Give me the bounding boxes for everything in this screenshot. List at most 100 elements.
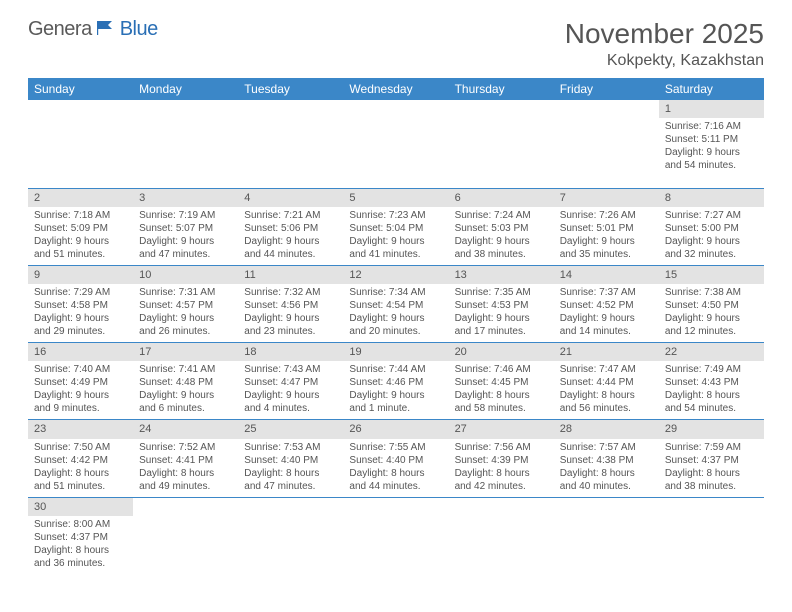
day-content: Sunrise: 7:55 AMSunset: 4:40 PMDaylight:… bbox=[343, 439, 448, 497]
sunrise-text: Sunrise: 7:41 AM bbox=[139, 363, 232, 376]
day-number: 28 bbox=[554, 420, 659, 438]
sunset-text: Sunset: 4:38 PM bbox=[560, 454, 653, 467]
daylight-text: Daylight: 8 hours and 36 minutes. bbox=[34, 544, 127, 570]
sunset-text: Sunset: 4:50 PM bbox=[665, 299, 758, 312]
calendar-day-cell: 16Sunrise: 7:40 AMSunset: 4:49 PMDayligh… bbox=[28, 343, 133, 420]
daylight-text: Daylight: 9 hours and 23 minutes. bbox=[244, 312, 337, 338]
calendar-week-row: 23Sunrise: 7:50 AMSunset: 4:42 PMDayligh… bbox=[28, 420, 764, 497]
calendar-day-cell: 8Sunrise: 7:27 AMSunset: 5:00 PMDaylight… bbox=[659, 188, 764, 265]
calendar-week-row: 2Sunrise: 7:18 AMSunset: 5:09 PMDaylight… bbox=[28, 188, 764, 265]
calendar-empty-cell bbox=[343, 100, 448, 188]
day-content: Sunrise: 7:50 AMSunset: 4:42 PMDaylight:… bbox=[28, 439, 133, 497]
calendar-week-row: 9Sunrise: 7:29 AMSunset: 4:58 PMDaylight… bbox=[28, 265, 764, 342]
day-number: 6 bbox=[449, 189, 554, 207]
sunset-text: Sunset: 5:04 PM bbox=[349, 222, 442, 235]
daylight-text: Daylight: 8 hours and 47 minutes. bbox=[244, 467, 337, 493]
day-content: Sunrise: 7:56 AMSunset: 4:39 PMDaylight:… bbox=[449, 439, 554, 497]
sunrise-text: Sunrise: 7:19 AM bbox=[139, 209, 232, 222]
calendar-empty-cell bbox=[554, 497, 659, 574]
calendar-day-cell: 23Sunrise: 7:50 AMSunset: 4:42 PMDayligh… bbox=[28, 420, 133, 497]
day-number: 12 bbox=[343, 266, 448, 284]
weekday-header: Sunday bbox=[28, 78, 133, 100]
sunset-text: Sunset: 5:09 PM bbox=[34, 222, 127, 235]
day-content: Sunrise: 8:00 AMSunset: 4:37 PMDaylight:… bbox=[28, 516, 133, 574]
day-content: Sunrise: 7:31 AMSunset: 4:57 PMDaylight:… bbox=[133, 284, 238, 342]
day-content: Sunrise: 7:59 AMSunset: 4:37 PMDaylight:… bbox=[659, 439, 764, 497]
calendar-day-cell: 9Sunrise: 7:29 AMSunset: 4:58 PMDaylight… bbox=[28, 265, 133, 342]
calendar-day-cell: 14Sunrise: 7:37 AMSunset: 4:52 PMDayligh… bbox=[554, 265, 659, 342]
sunrise-text: Sunrise: 7:18 AM bbox=[34, 209, 127, 222]
calendar-day-cell: 30Sunrise: 8:00 AMSunset: 4:37 PMDayligh… bbox=[28, 497, 133, 574]
day-content: Sunrise: 7:35 AMSunset: 4:53 PMDaylight:… bbox=[449, 284, 554, 342]
day-number: 24 bbox=[133, 420, 238, 438]
day-number: 20 bbox=[449, 343, 554, 361]
day-content: Sunrise: 7:19 AMSunset: 5:07 PMDaylight:… bbox=[133, 207, 238, 265]
day-content: Sunrise: 7:21 AMSunset: 5:06 PMDaylight:… bbox=[238, 207, 343, 265]
sunrise-text: Sunrise: 7:40 AM bbox=[34, 363, 127, 376]
day-content: Sunrise: 7:53 AMSunset: 4:40 PMDaylight:… bbox=[238, 439, 343, 497]
calendar-day-cell: 24Sunrise: 7:52 AMSunset: 4:41 PMDayligh… bbox=[133, 420, 238, 497]
day-number: 2 bbox=[28, 189, 133, 207]
calendar-day-cell: 21Sunrise: 7:47 AMSunset: 4:44 PMDayligh… bbox=[554, 343, 659, 420]
calendar-day-cell: 20Sunrise: 7:46 AMSunset: 4:45 PMDayligh… bbox=[449, 343, 554, 420]
sunset-text: Sunset: 5:07 PM bbox=[139, 222, 232, 235]
calendar-empty-cell bbox=[449, 100, 554, 188]
sunset-text: Sunset: 4:43 PM bbox=[665, 376, 758, 389]
day-number: 19 bbox=[343, 343, 448, 361]
daylight-text: Daylight: 8 hours and 56 minutes. bbox=[560, 389, 653, 415]
sunset-text: Sunset: 4:52 PM bbox=[560, 299, 653, 312]
calendar-empty-cell bbox=[659, 497, 764, 574]
sunset-text: Sunset: 5:01 PM bbox=[560, 222, 653, 235]
sunrise-text: Sunrise: 7:43 AM bbox=[244, 363, 337, 376]
day-number: 4 bbox=[238, 189, 343, 207]
day-content: Sunrise: 7:29 AMSunset: 4:58 PMDaylight:… bbox=[28, 284, 133, 342]
sunrise-text: Sunrise: 7:50 AM bbox=[34, 441, 127, 454]
day-content: Sunrise: 7:24 AMSunset: 5:03 PMDaylight:… bbox=[449, 207, 554, 265]
weekday-header: Thursday bbox=[449, 78, 554, 100]
daylight-text: Daylight: 9 hours and 44 minutes. bbox=[244, 235, 337, 261]
daylight-text: Daylight: 9 hours and 32 minutes. bbox=[665, 235, 758, 261]
sunrise-text: Sunrise: 7:46 AM bbox=[455, 363, 548, 376]
sunset-text: Sunset: 4:39 PM bbox=[455, 454, 548, 467]
sunrise-text: Sunrise: 7:16 AM bbox=[665, 120, 758, 133]
sunrise-text: Sunrise: 7:56 AM bbox=[455, 441, 548, 454]
sunset-text: Sunset: 4:53 PM bbox=[455, 299, 548, 312]
day-number: 5 bbox=[343, 189, 448, 207]
day-content: Sunrise: 7:41 AMSunset: 4:48 PMDaylight:… bbox=[133, 361, 238, 419]
calendar-day-cell: 26Sunrise: 7:55 AMSunset: 4:40 PMDayligh… bbox=[343, 420, 448, 497]
daylight-text: Daylight: 9 hours and 14 minutes. bbox=[560, 312, 653, 338]
calendar-empty-cell bbox=[343, 497, 448, 574]
weekday-header: Wednesday bbox=[343, 78, 448, 100]
weekday-header: Friday bbox=[554, 78, 659, 100]
day-content: Sunrise: 7:49 AMSunset: 4:43 PMDaylight:… bbox=[659, 361, 764, 419]
sunset-text: Sunset: 4:42 PM bbox=[34, 454, 127, 467]
day-content: Sunrise: 7:18 AMSunset: 5:09 PMDaylight:… bbox=[28, 207, 133, 265]
daylight-text: Daylight: 9 hours and 51 minutes. bbox=[34, 235, 127, 261]
calendar-day-cell: 5Sunrise: 7:23 AMSunset: 5:04 PMDaylight… bbox=[343, 188, 448, 265]
sunrise-text: Sunrise: 7:34 AM bbox=[349, 286, 442, 299]
day-content: Sunrise: 7:46 AMSunset: 4:45 PMDaylight:… bbox=[449, 361, 554, 419]
calendar-day-cell: 18Sunrise: 7:43 AMSunset: 4:47 PMDayligh… bbox=[238, 343, 343, 420]
day-content: Sunrise: 7:37 AMSunset: 4:52 PMDaylight:… bbox=[554, 284, 659, 342]
daylight-text: Daylight: 9 hours and 47 minutes. bbox=[139, 235, 232, 261]
sunset-text: Sunset: 4:40 PM bbox=[244, 454, 337, 467]
calendar-day-cell: 4Sunrise: 7:21 AMSunset: 5:06 PMDaylight… bbox=[238, 188, 343, 265]
sunset-text: Sunset: 4:40 PM bbox=[349, 454, 442, 467]
day-content: Sunrise: 7:32 AMSunset: 4:56 PMDaylight:… bbox=[238, 284, 343, 342]
sunrise-text: Sunrise: 7:38 AM bbox=[665, 286, 758, 299]
title-block: November 2025 Kokpekty, Kazakhstan bbox=[565, 18, 764, 70]
sunrise-text: Sunrise: 7:49 AM bbox=[665, 363, 758, 376]
day-content: Sunrise: 7:16 AMSunset: 5:11 PMDaylight:… bbox=[659, 118, 764, 176]
sunrise-text: Sunrise: 7:21 AM bbox=[244, 209, 337, 222]
sunrise-text: Sunrise: 7:57 AM bbox=[560, 441, 653, 454]
day-number: 9 bbox=[28, 266, 133, 284]
sunrise-text: Sunrise: 7:59 AM bbox=[665, 441, 758, 454]
day-content: Sunrise: 7:43 AMSunset: 4:47 PMDaylight:… bbox=[238, 361, 343, 419]
day-content: Sunrise: 7:34 AMSunset: 4:54 PMDaylight:… bbox=[343, 284, 448, 342]
calendar-day-cell: 22Sunrise: 7:49 AMSunset: 4:43 PMDayligh… bbox=[659, 343, 764, 420]
daylight-text: Daylight: 8 hours and 40 minutes. bbox=[560, 467, 653, 493]
calendar-day-cell: 17Sunrise: 7:41 AMSunset: 4:48 PMDayligh… bbox=[133, 343, 238, 420]
sunset-text: Sunset: 4:37 PM bbox=[34, 531, 127, 544]
calendar-day-cell: 12Sunrise: 7:34 AMSunset: 4:54 PMDayligh… bbox=[343, 265, 448, 342]
location: Kokpekty, Kazakhstan bbox=[565, 52, 764, 70]
